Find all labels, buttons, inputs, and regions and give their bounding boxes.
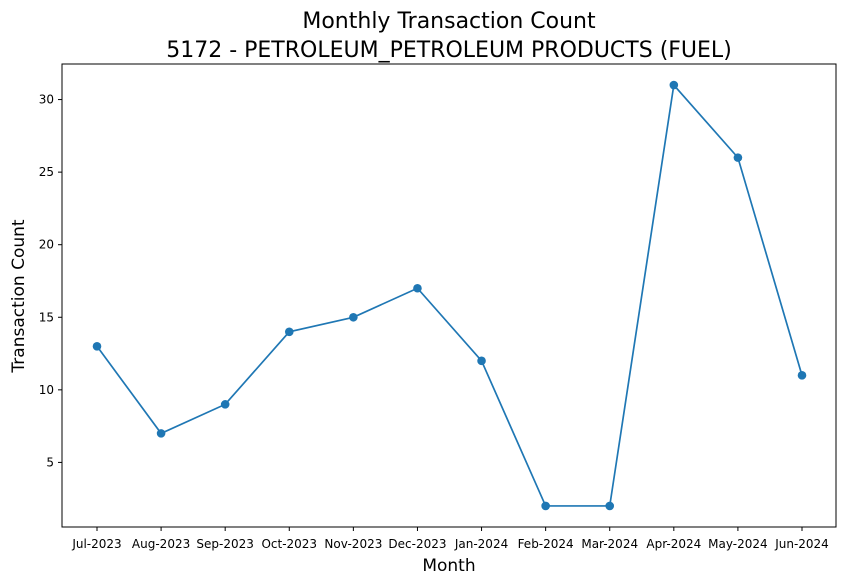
data-point <box>156 429 166 438</box>
y-tick-label: 10 <box>39 383 54 397</box>
plot-area <box>61 63 837 528</box>
x-tick-label: Nov-2023 <box>324 537 382 551</box>
data-point <box>605 501 615 511</box>
y-tick-label: 5 <box>46 455 54 469</box>
x-axis-label: Month <box>422 556 475 576</box>
x-tick-label: Dec-2023 <box>388 537 446 551</box>
chart-subtitle: 5172 - PETROLEUM_PETROLEUM PRODUCTS (FUE… <box>166 38 732 63</box>
y-tick-label: 15 <box>39 310 54 324</box>
x-tick-label: Oct-2023 <box>261 537 317 551</box>
y-axis-ticks: 5 10 15 20 25 30 <box>39 93 62 469</box>
x-tick-label: Jan-2024 <box>454 537 508 551</box>
data-point <box>733 153 743 162</box>
x-axis-ticks: Jul-2023 Aug-2023 Sep-2023 Oct-2023 Nov-2023… <box>71 527 829 551</box>
x-tick-label: Sep-2023 <box>196 537 254 551</box>
y-tick-label: 25 <box>39 165 54 179</box>
data-point <box>220 400 230 409</box>
x-tick-label: Jun-2024 <box>774 537 829 551</box>
data-point <box>349 312 358 322</box>
data-point <box>413 283 422 293</box>
data-point <box>669 80 679 90</box>
data-point <box>541 501 550 511</box>
chart-title: Monthly Transaction Count <box>302 9 596 34</box>
x-tick-label: Apr-2024 <box>646 537 701 551</box>
y-tick-label: 20 <box>39 238 54 252</box>
data-point <box>477 356 486 366</box>
data-point <box>284 327 294 337</box>
data-point <box>797 371 807 380</box>
x-tick-label: Aug-2023 <box>132 537 190 551</box>
data-point <box>92 341 102 351</box>
x-tick-label: Feb-2024 <box>518 537 574 551</box>
y-tick-label: 30 <box>39 93 54 107</box>
x-tick-label: May-2024 <box>708 537 767 551</box>
x-tick-label: Mar-2024 <box>581 537 638 551</box>
series-layer <box>92 80 807 511</box>
series-line <box>96 83 803 507</box>
y-axis-label: Transaction Count <box>9 219 29 373</box>
x-tick-label: Jul-2023 <box>71 537 121 551</box>
